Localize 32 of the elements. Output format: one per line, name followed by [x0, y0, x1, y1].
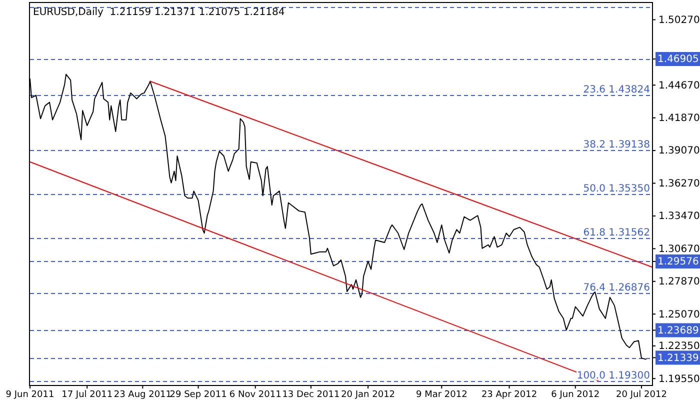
- ref-line-label: 38.2 1.39138: [583, 140, 650, 150]
- x-tick-label: 20 Jan 2012: [341, 390, 396, 400]
- y-tick-label: 1.44670: [658, 80, 700, 92]
- y-tick-label: 1.50270: [658, 14, 700, 26]
- x-tick-label: 20 Jul 2012: [616, 390, 667, 400]
- y-tick-label: 1.21339: [658, 352, 699, 364]
- y-tick-label: 1.30670: [658, 244, 700, 255]
- ref-line-label: 50.0 1.35350: [583, 184, 650, 194]
- y-tick-label: 1.25070: [658, 309, 700, 320]
- x-tick-label: 17 Jul 2011: [62, 390, 113, 400]
- x-tick-label: 9 Jun 2011: [6, 390, 54, 400]
- x-tick-label: 6 Jun 2012: [551, 390, 600, 400]
- chart-title: EURUSD,Daily 1.21159 1.21371 1.21075 1.21184: [33, 7, 285, 18]
- y-tick-label: 1.33470: [658, 211, 700, 222]
- y-tick-label: 1.41870: [658, 113, 700, 124]
- x-tick-label: 6 Nov 2011: [229, 390, 282, 400]
- y-tick-label: 1.29576: [658, 256, 699, 268]
- x-tick-label: 23 Apr 2012: [481, 390, 538, 400]
- ref-line-label: 23.6 1.43824: [583, 84, 650, 96]
- x-tick-label: 29 Sep 2011: [170, 390, 227, 400]
- y-tick-label: 1.19550: [658, 374, 700, 385]
- y-tick-label: 1.39070: [658, 146, 700, 157]
- y-tick-label: 1.27870: [658, 276, 700, 288]
- y-tick-label: 1.46905: [658, 54, 699, 66]
- ref-line-label: 61.8 1.31562: [583, 228, 650, 238]
- y-tick-label: 1.23689: [658, 325, 699, 336]
- y-tick-label: 1.22350: [658, 341, 700, 352]
- x-tick-label: 9 Mar 2012: [416, 390, 468, 400]
- x-tick-label: 23 Aug 2011: [114, 390, 172, 400]
- y-tick-label: 1.36270: [658, 178, 700, 190]
- ref-line-label: 76.4 1.26876: [583, 282, 650, 294]
- x-tick-label: 13 Dec 2011: [282, 390, 340, 400]
